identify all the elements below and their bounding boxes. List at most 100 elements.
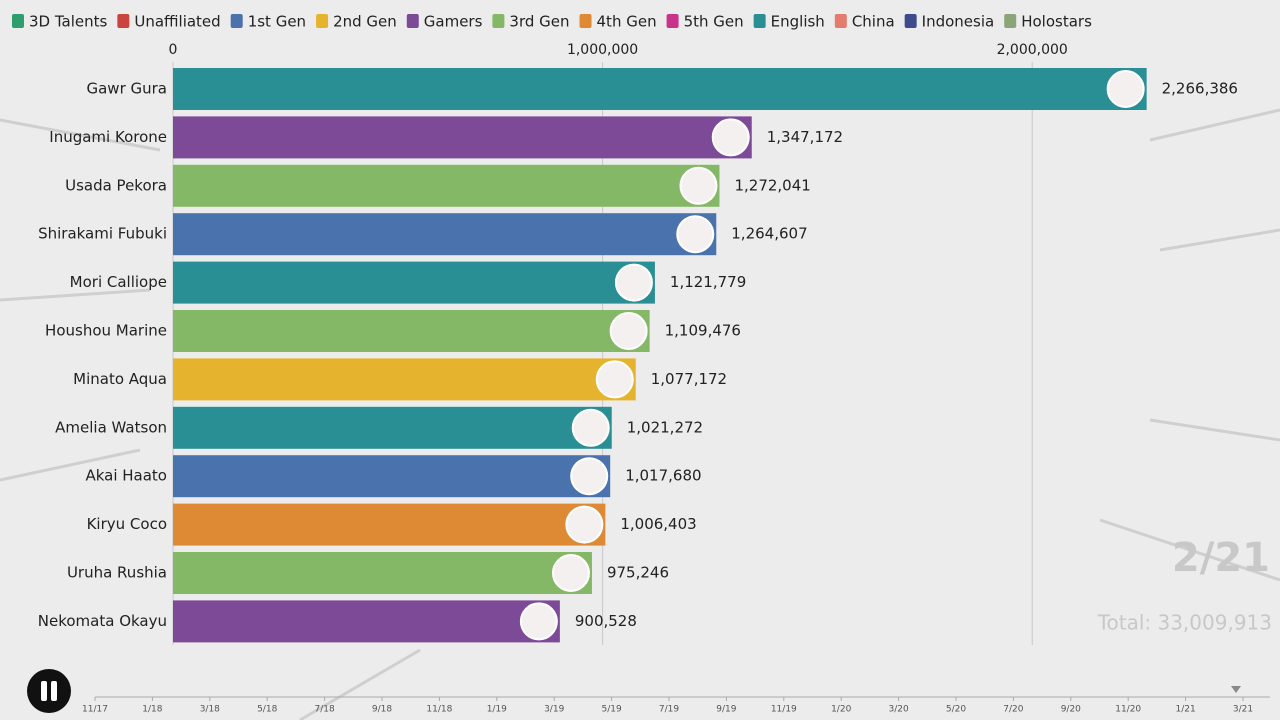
avatar (711, 118, 750, 157)
speed-lines (0, 108, 1280, 720)
timeline-label: 9/20 (1061, 705, 1081, 715)
legend-swatch (753, 14, 766, 28)
timeline-label: 1/20 (831, 705, 851, 715)
bar (173, 68, 1147, 110)
pause-button[interactable] (27, 669, 71, 713)
legend-swatch (117, 14, 130, 28)
total-label: Total: 33,009,913 (1097, 611, 1272, 635)
timeline-label: 3/21 (1233, 705, 1253, 715)
legend-label: 2nd Gen (333, 13, 397, 31)
timeline-label: 3/20 (888, 705, 908, 715)
avatar (570, 457, 609, 496)
legend-label: English (771, 13, 825, 31)
category-label: Inugami Korone (49, 128, 167, 146)
timeline-label: 1/18 (142, 705, 162, 715)
category-label: Minato Aqua (73, 370, 167, 388)
avatar (519, 602, 558, 641)
bar (173, 261, 655, 304)
legend-label: Indonesia (922, 13, 995, 31)
timeline-label: 9/18 (372, 705, 392, 715)
timeline-label: 7/19 (659, 705, 679, 715)
avatar (1106, 70, 1145, 108)
category-label: Akai Haato (85, 467, 167, 485)
legend-swatch (12, 14, 24, 28)
avatar (609, 312, 648, 350)
bar (173, 455, 611, 498)
timeline-label: 11/18 (426, 705, 452, 715)
legend-label: Unaffiliated (134, 13, 220, 31)
timeline-marker (1231, 686, 1241, 693)
avatar (595, 360, 634, 399)
timeline-label: 5/19 (601, 705, 621, 715)
legend-swatch (230, 14, 243, 28)
value-label: 2,266,386 (1162, 80, 1238, 98)
bar (173, 503, 606, 546)
legend-swatch (904, 14, 917, 28)
category-label: Houshou Marine (45, 322, 167, 340)
timeline-label: 3/19 (544, 705, 564, 715)
x-tick-label: 2,000,000 (997, 42, 1068, 58)
category-label: Gawr Gura (86, 80, 167, 98)
bar (173, 406, 612, 449)
value-label: 1,077,172 (651, 370, 727, 388)
avatar (565, 505, 604, 544)
x-tick-label: 0 (169, 42, 178, 58)
category-label: Shirakami Fubuki (38, 225, 167, 243)
timeline-label: 11/20 (1115, 705, 1141, 715)
bar (173, 116, 752, 159)
value-label: 1,109,476 (665, 322, 741, 340)
value-label: 975,246 (607, 564, 669, 582)
timeline-label: 9/19 (716, 705, 736, 715)
timeline-label: 1/19 (487, 705, 507, 715)
avatar (571, 408, 610, 447)
value-label: 1,021,272 (627, 418, 703, 436)
value-label: 900,528 (575, 612, 637, 630)
bar (173, 358, 636, 401)
legend-swatch (1004, 14, 1017, 28)
value-label: 1,347,172 (767, 128, 843, 146)
legend-label: 5th Gen (684, 13, 744, 31)
timeline-label: 3/18 (200, 705, 220, 715)
bar (173, 310, 650, 352)
timeline-label: 7/20 (1003, 705, 1023, 715)
legend-label: 4th Gen (597, 13, 657, 31)
category-label: Usada Pekora (65, 176, 167, 194)
date-label: 2/21 (1172, 535, 1270, 581)
timeline-label: 11/19 (771, 705, 797, 715)
legend-swatch (579, 14, 592, 28)
avatar (614, 263, 653, 302)
legend-swatch (316, 14, 329, 28)
x-tick-label: 1,000,000 (567, 42, 638, 58)
avatar (679, 166, 718, 205)
category-label: Kiryu Coco (87, 515, 167, 533)
legend-label: Gamers (424, 13, 483, 31)
timeline-label: 1/21 (1175, 705, 1195, 715)
value-label: 1,017,680 (625, 467, 701, 485)
legend-swatch (492, 14, 505, 28)
avatar (676, 215, 715, 254)
legend-swatch (666, 14, 679, 28)
value-label: 1,272,041 (734, 176, 810, 194)
value-label: 1,121,779 (670, 273, 746, 291)
value-label: 1,264,607 (731, 225, 807, 243)
legend-swatch (406, 14, 419, 28)
legend-label: China (852, 13, 895, 31)
bar (173, 213, 717, 256)
timeline-label: 5/18 (257, 705, 277, 715)
bar (173, 164, 720, 207)
category-label: Amelia Watson (55, 418, 167, 436)
category-label: Nekomata Okayu (38, 612, 167, 630)
avatar (551, 554, 590, 592)
category-label: Mori Calliope (70, 273, 167, 291)
legend-label: 3D Talents (29, 13, 108, 31)
legend-label: Holostars (1021, 13, 1092, 31)
legend-label: 1st Gen (248, 13, 306, 31)
legend-swatch (834, 14, 847, 28)
value-label: 1,006,403 (620, 515, 696, 533)
timeline-label: 5/20 (946, 705, 966, 715)
bar (173, 552, 592, 594)
category-label: Uruha Rushia (67, 564, 167, 582)
legend-label: 3rd Gen (509, 13, 569, 31)
timeline-label: 7/18 (314, 705, 334, 715)
